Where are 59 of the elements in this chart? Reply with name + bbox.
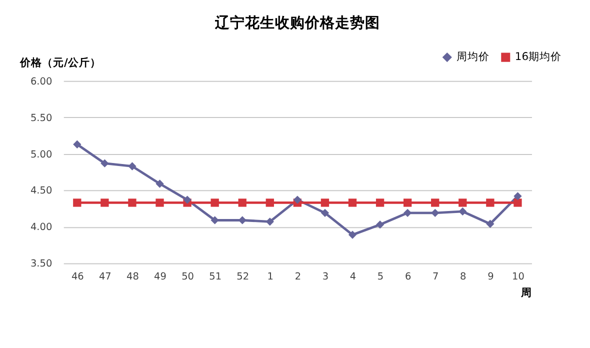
point bbox=[210, 198, 219, 207]
x-axis-title: 周 bbox=[520, 286, 532, 299]
legend-label: 16期均价 bbox=[514, 50, 562, 64]
point bbox=[376, 198, 384, 207]
x-tick-label: 4 bbox=[350, 271, 356, 282]
y-axis-title: 价格（元/公斤） bbox=[18, 56, 101, 69]
x-tick-label: 5 bbox=[377, 271, 384, 282]
chart-title: 辽宁花生收购价格走势图 bbox=[214, 13, 380, 32]
y-tick-label: 4.00 bbox=[30, 222, 52, 234]
point bbox=[156, 198, 164, 207]
x-tick-label: 2 bbox=[294, 271, 302, 282]
x-tick-label: 51 bbox=[209, 271, 222, 282]
x-tick-label: 9 bbox=[488, 271, 494, 282]
point bbox=[458, 207, 467, 216]
x-tick-label: 6 bbox=[404, 271, 412, 282]
point bbox=[128, 198, 136, 207]
y-tick-label: 3.50 bbox=[30, 258, 52, 270]
point bbox=[348, 230, 357, 239]
point bbox=[73, 198, 82, 207]
y-tick-label: 5.50 bbox=[30, 112, 52, 124]
x-tick-label: 10 bbox=[512, 271, 524, 282]
point bbox=[404, 208, 412, 218]
point bbox=[293, 196, 302, 204]
x-tick-label: 8 bbox=[460, 271, 466, 282]
point bbox=[486, 220, 494, 228]
point bbox=[156, 180, 164, 188]
point bbox=[73, 140, 82, 148]
x-tick-label: 48 bbox=[126, 271, 139, 282]
point bbox=[376, 220, 384, 229]
point bbox=[128, 162, 136, 170]
point bbox=[514, 192, 522, 200]
x-tick-label: 52 bbox=[236, 271, 250, 282]
point bbox=[320, 208, 330, 218]
point bbox=[431, 198, 440, 207]
x-tick-label: 46 bbox=[71, 271, 84, 282]
x-tick-label: 1 bbox=[267, 271, 274, 282]
point bbox=[210, 216, 219, 224]
point bbox=[100, 159, 109, 168]
y-tick-label: 6.00 bbox=[30, 76, 52, 88]
y-tick-label: 5.00 bbox=[30, 149, 52, 160]
point bbox=[183, 196, 192, 204]
legend-label: 周均价 bbox=[456, 50, 490, 64]
x-tick-label: 50 bbox=[182, 271, 194, 282]
point bbox=[238, 198, 246, 207]
x-tick-label: 47 bbox=[98, 271, 112, 282]
x-tick-label: 7 bbox=[432, 271, 439, 282]
point bbox=[266, 198, 274, 207]
point bbox=[514, 198, 522, 207]
point bbox=[100, 198, 109, 207]
point bbox=[320, 198, 330, 207]
point bbox=[486, 198, 494, 207]
point bbox=[458, 198, 467, 207]
x-tick-label: 3 bbox=[322, 271, 329, 282]
point bbox=[431, 208, 440, 218]
point bbox=[266, 218, 274, 226]
y-tick-label: 4.50 bbox=[30, 186, 52, 197]
x-tick-label: 49 bbox=[154, 271, 166, 282]
point bbox=[404, 198, 412, 207]
point bbox=[348, 198, 357, 207]
